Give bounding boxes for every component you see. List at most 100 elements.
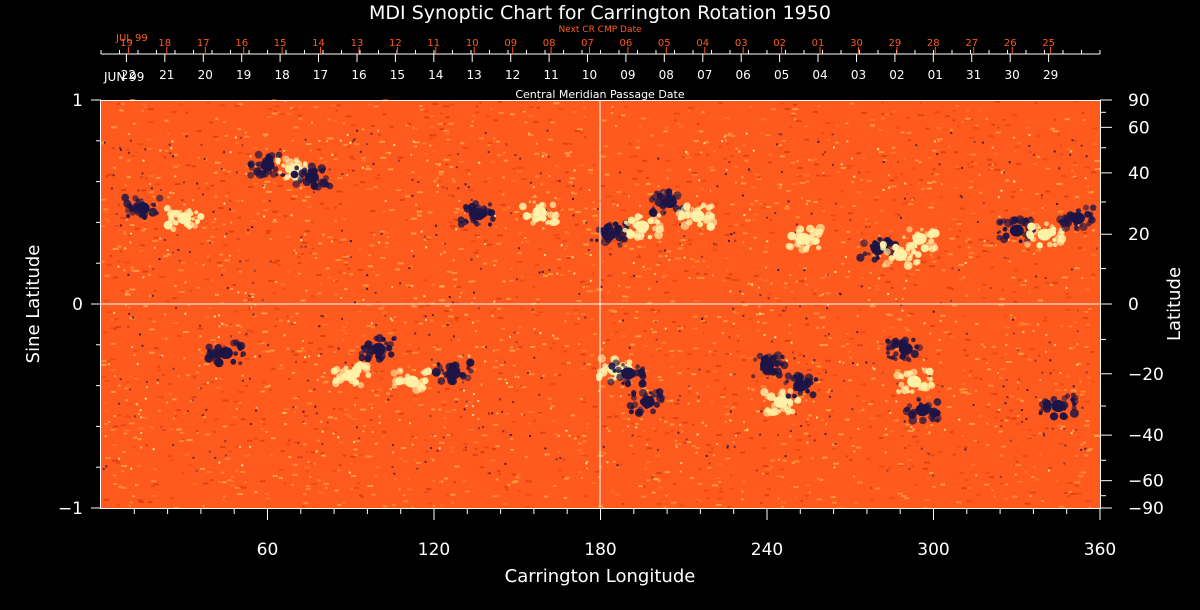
field-texture	[615, 493, 620, 496]
network-flux	[200, 387, 202, 390]
field-texture	[688, 243, 692, 246]
field-texture	[748, 437, 754, 440]
field-texture	[356, 299, 361, 302]
network-flux	[782, 309, 785, 312]
network-flux	[882, 188, 885, 191]
network-flux	[159, 149, 162, 152]
field-texture	[293, 353, 299, 356]
field-texture	[744, 159, 749, 162]
field-texture	[968, 241, 973, 244]
network-flux	[824, 433, 827, 436]
field-texture	[419, 108, 425, 111]
field-texture	[623, 312, 629, 315]
field-texture	[508, 385, 513, 388]
network-flux	[627, 418, 630, 421]
field-texture	[446, 434, 451, 436]
cmp-date-label: 21	[159, 68, 174, 82]
region-speck	[862, 251, 868, 257]
region-speck	[885, 350, 891, 355]
field-texture	[338, 441, 344, 444]
field-texture	[673, 483, 677, 486]
network-flux	[789, 430, 792, 433]
network-flux	[884, 451, 887, 454]
network-flux	[698, 179, 701, 182]
field-texture	[973, 126, 979, 129]
field-texture	[435, 348, 442, 351]
network-flux	[651, 476, 654, 479]
region-speck	[336, 375, 345, 384]
field-texture	[152, 320, 157, 323]
network-flux	[235, 407, 238, 410]
network-flux	[631, 434, 634, 437]
field-texture	[121, 102, 125, 105]
field-texture	[177, 164, 181, 167]
field-texture	[1026, 248, 1031, 251]
field-texture	[657, 376, 662, 379]
field-texture	[263, 209, 269, 212]
field-texture	[774, 202, 779, 205]
field-texture	[1042, 319, 1048, 322]
field-texture	[172, 322, 178, 324]
active-region	[1056, 204, 1097, 232]
field-texture	[763, 250, 768, 253]
field-texture	[856, 231, 859, 233]
field-texture	[374, 475, 378, 478]
region-speck	[364, 340, 373, 349]
region-speck	[892, 243, 900, 251]
network-flux	[968, 374, 971, 377]
field-texture	[921, 242, 928, 245]
field-texture	[240, 470, 246, 473]
field-texture	[797, 361, 800, 364]
field-texture	[769, 231, 776, 234]
field-texture	[869, 119, 876, 121]
field-texture	[409, 265, 413, 268]
network-flux	[366, 287, 369, 290]
field-texture	[1040, 197, 1044, 200]
field-texture	[881, 384, 885, 387]
field-texture	[600, 348, 604, 351]
field-texture	[428, 137, 433, 140]
field-texture	[820, 418, 824, 421]
field-texture	[495, 297, 502, 300]
network-flux	[118, 384, 121, 387]
field-texture	[548, 118, 553, 121]
field-texture	[188, 464, 192, 467]
network-flux	[314, 405, 317, 408]
field-texture	[376, 388, 382, 391]
region-speck	[364, 355, 372, 363]
field-texture	[402, 383, 406, 386]
region-speck	[652, 225, 658, 232]
field-texture	[907, 458, 913, 461]
field-texture	[666, 177, 669, 180]
field-texture	[221, 390, 224, 393]
field-texture	[385, 246, 388, 249]
field-texture	[664, 396, 668, 399]
network-flux	[380, 232, 383, 235]
field-texture	[306, 485, 311, 488]
network-flux	[778, 133, 781, 136]
field-texture	[621, 114, 626, 117]
field-texture	[805, 180, 809, 183]
field-texture	[449, 446, 454, 449]
field-texture	[949, 237, 955, 240]
field-texture	[937, 450, 943, 453]
network-flux	[416, 467, 419, 470]
field-texture	[565, 185, 571, 188]
field-texture	[496, 234, 503, 237]
field-texture	[851, 444, 855, 447]
field-texture	[805, 283, 809, 286]
field-texture	[291, 139, 294, 142]
region-speck	[170, 226, 177, 233]
field-texture	[1090, 273, 1094, 276]
field-texture	[219, 446, 226, 449]
network-flux	[223, 150, 225, 153]
field-texture	[858, 308, 861, 311]
field-texture	[152, 239, 158, 242]
region-speck	[549, 217, 559, 227]
field-texture	[743, 154, 749, 157]
field-texture	[699, 232, 704, 235]
field-texture	[735, 147, 738, 150]
field-texture	[366, 188, 373, 191]
field-texture	[656, 503, 662, 505]
network-flux	[424, 460, 427, 463]
